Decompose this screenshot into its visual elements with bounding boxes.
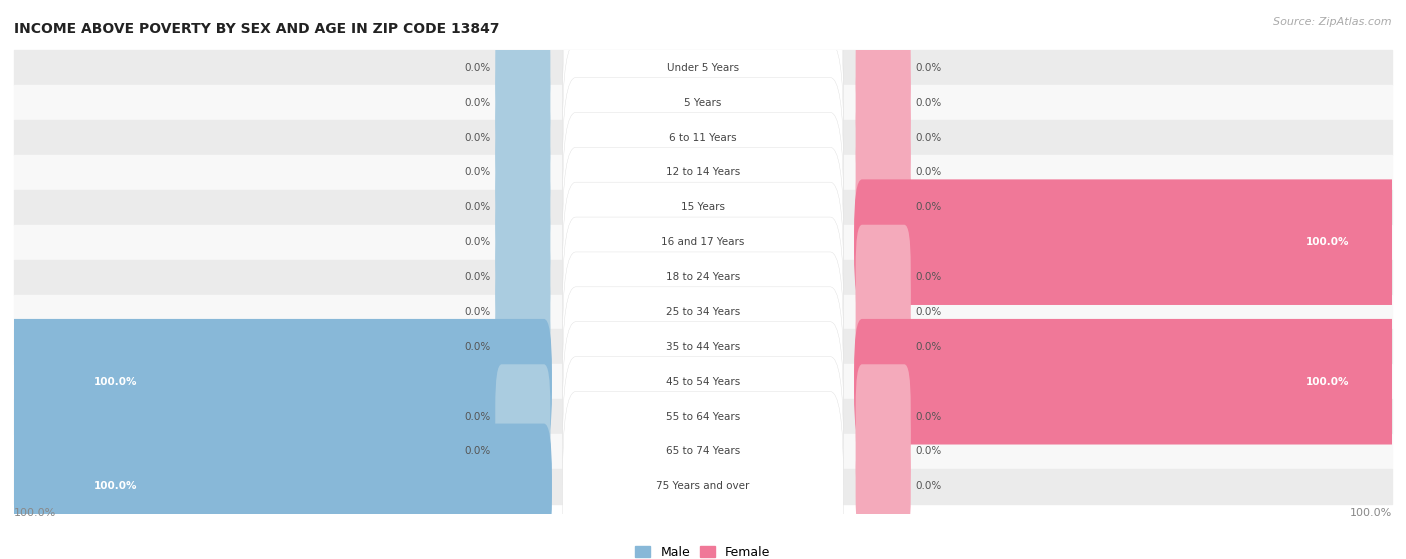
Bar <box>14 399 1392 434</box>
Text: 100.0%: 100.0% <box>94 377 136 387</box>
Text: 45 to 54 Years: 45 to 54 Years <box>666 377 740 387</box>
FancyBboxPatch shape <box>856 364 911 469</box>
Text: 100.0%: 100.0% <box>1306 237 1350 247</box>
Text: 18 to 24 Years: 18 to 24 Years <box>666 272 740 282</box>
FancyBboxPatch shape <box>562 357 844 546</box>
FancyBboxPatch shape <box>562 391 844 559</box>
Text: 0.0%: 0.0% <box>465 202 491 212</box>
Bar <box>14 225 1392 259</box>
Text: 0.0%: 0.0% <box>915 307 941 317</box>
Bar <box>14 329 1392 364</box>
Text: 0.0%: 0.0% <box>465 63 491 73</box>
Text: Source: ZipAtlas.com: Source: ZipAtlas.com <box>1274 17 1392 27</box>
Text: 55 to 64 Years: 55 to 64 Years <box>666 411 740 421</box>
FancyBboxPatch shape <box>856 295 911 399</box>
Text: Under 5 Years: Under 5 Years <box>666 63 740 73</box>
Text: 0.0%: 0.0% <box>465 272 491 282</box>
Text: 75 Years and over: 75 Years and over <box>657 481 749 491</box>
Text: 0.0%: 0.0% <box>915 272 941 282</box>
FancyBboxPatch shape <box>495 155 550 259</box>
FancyBboxPatch shape <box>562 287 844 477</box>
FancyBboxPatch shape <box>856 120 911 225</box>
Text: 0.0%: 0.0% <box>465 237 491 247</box>
FancyBboxPatch shape <box>495 364 550 469</box>
Text: 0.0%: 0.0% <box>465 411 491 421</box>
Bar <box>14 50 1392 85</box>
Text: 0.0%: 0.0% <box>465 307 491 317</box>
FancyBboxPatch shape <box>856 85 911 190</box>
Text: 0.0%: 0.0% <box>915 411 941 421</box>
Text: 0.0%: 0.0% <box>915 167 941 177</box>
Bar <box>14 259 1392 295</box>
FancyBboxPatch shape <box>495 190 550 295</box>
Text: 0.0%: 0.0% <box>915 447 941 457</box>
FancyBboxPatch shape <box>856 399 911 504</box>
FancyBboxPatch shape <box>856 225 911 329</box>
FancyBboxPatch shape <box>495 399 550 504</box>
FancyBboxPatch shape <box>495 295 550 399</box>
FancyBboxPatch shape <box>562 0 844 163</box>
FancyBboxPatch shape <box>562 42 844 233</box>
Text: 100.0%: 100.0% <box>1350 508 1392 518</box>
Text: 0.0%: 0.0% <box>915 342 941 352</box>
Text: 0.0%: 0.0% <box>465 167 491 177</box>
FancyBboxPatch shape <box>495 120 550 225</box>
FancyBboxPatch shape <box>6 424 553 549</box>
FancyBboxPatch shape <box>853 319 1400 444</box>
Text: 15 Years: 15 Years <box>681 202 725 212</box>
FancyBboxPatch shape <box>562 112 844 302</box>
FancyBboxPatch shape <box>562 322 844 511</box>
FancyBboxPatch shape <box>562 8 844 197</box>
FancyBboxPatch shape <box>856 434 911 539</box>
FancyBboxPatch shape <box>495 16 550 120</box>
FancyBboxPatch shape <box>856 259 911 364</box>
Text: 0.0%: 0.0% <box>465 98 491 108</box>
Text: 0.0%: 0.0% <box>915 132 941 143</box>
Text: 0.0%: 0.0% <box>915 202 941 212</box>
Text: 16 and 17 Years: 16 and 17 Years <box>661 237 745 247</box>
Text: 25 to 34 Years: 25 to 34 Years <box>666 307 740 317</box>
FancyBboxPatch shape <box>495 259 550 364</box>
Text: 100.0%: 100.0% <box>1306 377 1350 387</box>
Bar <box>14 434 1392 469</box>
Text: 6 to 11 Years: 6 to 11 Years <box>669 132 737 143</box>
Text: 65 to 74 Years: 65 to 74 Years <box>666 447 740 457</box>
FancyBboxPatch shape <box>856 50 911 155</box>
Bar <box>14 364 1392 399</box>
Text: 100.0%: 100.0% <box>94 481 136 491</box>
Legend: Male, Female: Male, Female <box>630 541 776 559</box>
Text: 100.0%: 100.0% <box>14 508 56 518</box>
FancyBboxPatch shape <box>562 182 844 372</box>
FancyBboxPatch shape <box>6 319 553 444</box>
FancyBboxPatch shape <box>856 16 911 120</box>
Bar <box>14 295 1392 329</box>
Bar <box>14 85 1392 120</box>
FancyBboxPatch shape <box>495 50 550 155</box>
FancyBboxPatch shape <box>562 217 844 407</box>
Bar <box>14 190 1392 225</box>
Text: 0.0%: 0.0% <box>915 63 941 73</box>
FancyBboxPatch shape <box>853 179 1400 305</box>
FancyBboxPatch shape <box>856 155 911 259</box>
Text: 12 to 14 Years: 12 to 14 Years <box>666 167 740 177</box>
FancyBboxPatch shape <box>562 78 844 267</box>
Bar <box>14 469 1392 504</box>
Text: 0.0%: 0.0% <box>465 447 491 457</box>
Text: 35 to 44 Years: 35 to 44 Years <box>666 342 740 352</box>
Text: 0.0%: 0.0% <box>915 481 941 491</box>
Text: INCOME ABOVE POVERTY BY SEX AND AGE IN ZIP CODE 13847: INCOME ABOVE POVERTY BY SEX AND AGE IN Z… <box>14 22 499 36</box>
Bar <box>14 155 1392 190</box>
FancyBboxPatch shape <box>495 225 550 329</box>
Bar <box>14 120 1392 155</box>
FancyBboxPatch shape <box>562 147 844 337</box>
Text: 0.0%: 0.0% <box>465 132 491 143</box>
Text: 0.0%: 0.0% <box>915 98 941 108</box>
Text: 5 Years: 5 Years <box>685 98 721 108</box>
FancyBboxPatch shape <box>562 252 844 442</box>
Text: 0.0%: 0.0% <box>465 342 491 352</box>
FancyBboxPatch shape <box>495 85 550 190</box>
